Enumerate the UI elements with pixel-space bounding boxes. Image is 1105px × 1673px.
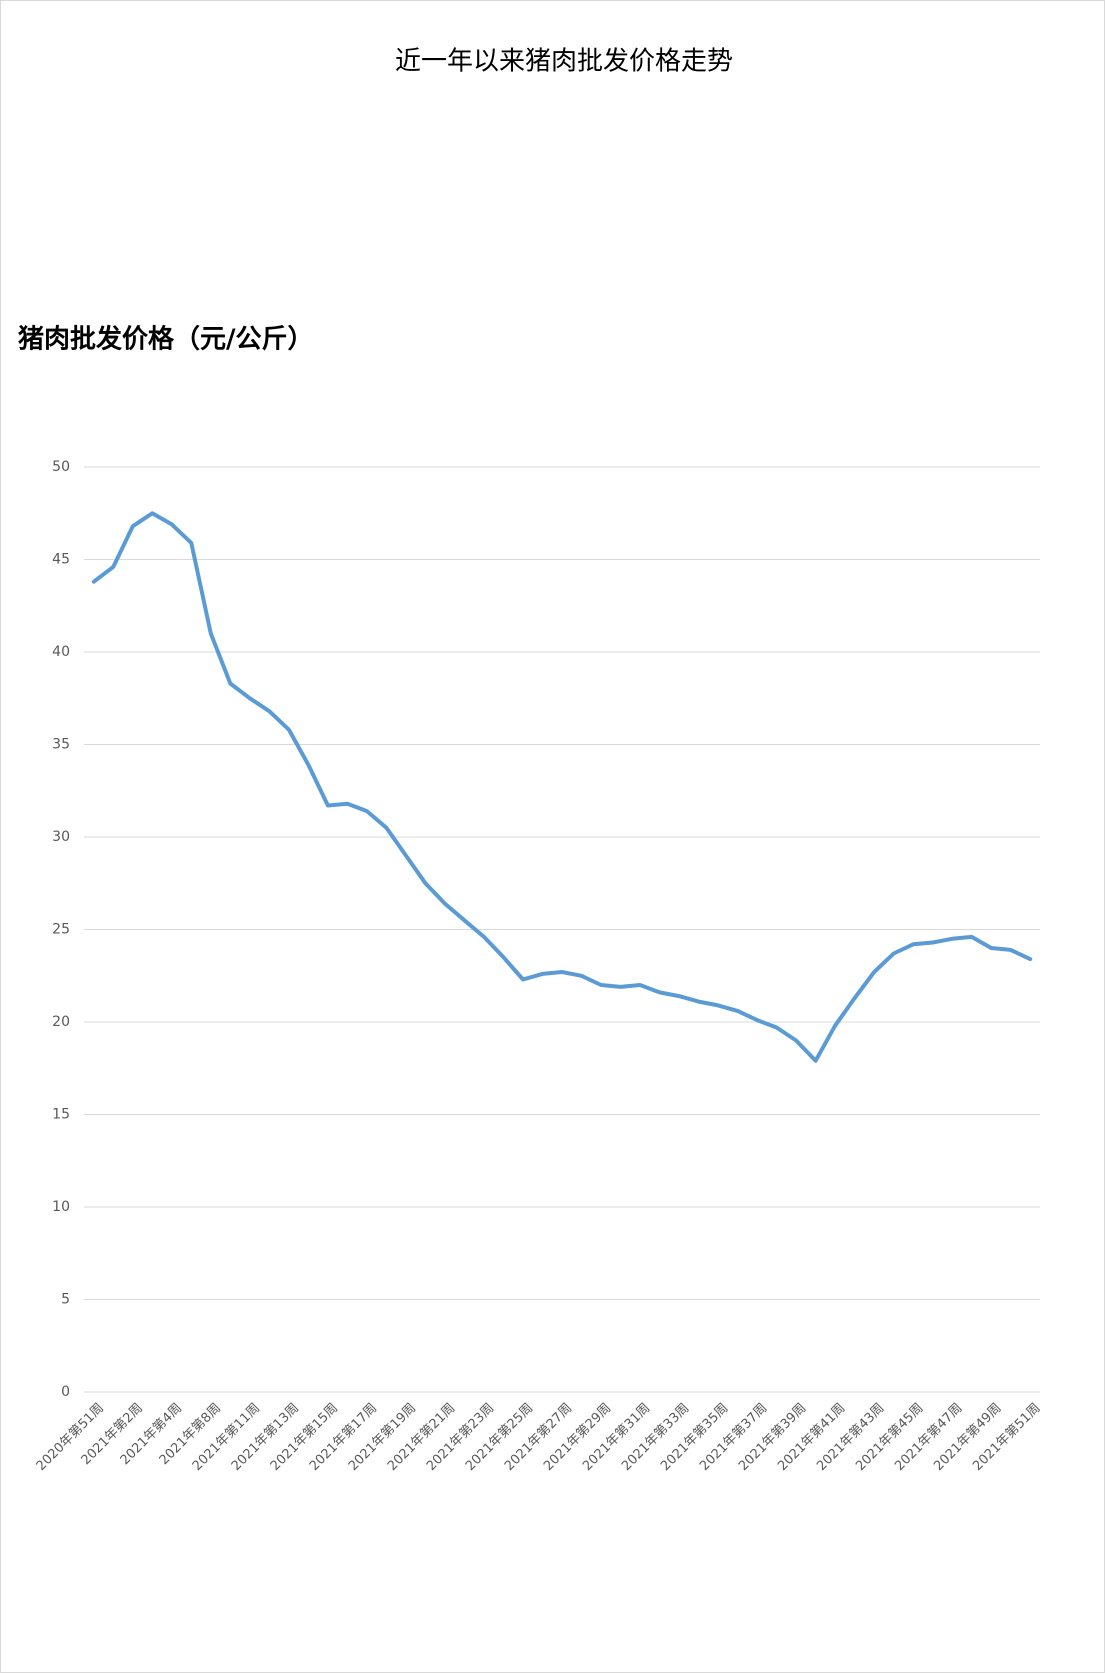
y-tick-label: 30 xyxy=(52,829,70,845)
y-tick-label: 45 xyxy=(52,552,70,568)
y-tick-label: 15 xyxy=(52,1107,70,1123)
y-tick-label: 0 xyxy=(61,1384,70,1400)
y-tick-label: 25 xyxy=(52,922,70,938)
y-tick-label: 5 xyxy=(61,1292,70,1308)
y-axis-label: 猪肉批发价格（元/公斤） xyxy=(18,324,314,355)
y-tick-label: 40 xyxy=(52,644,70,660)
chart-title: 近一年以来猪肉批发价格走势 xyxy=(395,47,733,77)
line-series xyxy=(91,511,1033,1063)
y-tick-label: 50 xyxy=(52,459,70,475)
y-tick-label: 10 xyxy=(52,1199,70,1215)
y-tick-label: 35 xyxy=(52,737,70,753)
y-tick-label: 20 xyxy=(52,1014,70,1030)
